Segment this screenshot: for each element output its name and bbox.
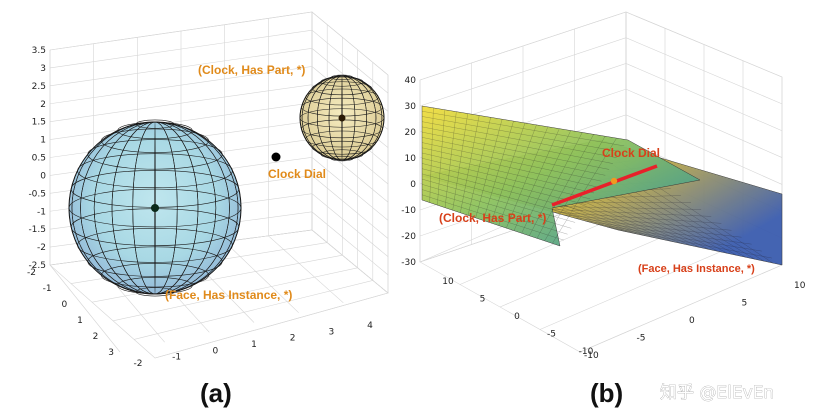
a-z-tick-label: 2.5 [32,82,46,92]
b-z-tick-label: 30 [405,102,417,112]
b-y-tick-label: -10 [584,351,599,361]
a-z-tick-label: 0 [40,171,46,181]
b-z-tick-label: 10 [405,154,417,164]
a-z-tick-label: 1.5 [32,118,46,128]
label-clock-has-part-b: (Clock, Has Part, *) [439,211,546,225]
clock-dial-point [271,152,281,162]
b-y-tick-label: 5 [742,299,748,309]
a-z-tick-label: 3 [40,64,46,74]
a-y-tick-label: -1 [43,284,52,294]
a-x-tick-label: -1 [172,353,181,363]
plane-clock-has-part [421,105,701,247]
b-y-tick-label: -5 [637,334,646,344]
a-z-tick-label: -1.5 [28,225,46,235]
a-x-tick-label: 3 [328,327,334,337]
a-z-tick-label: 1 [40,136,46,146]
b-z-tick-label: -20 [401,232,416,242]
sphere-clock-has-part [299,74,385,162]
b-y-tick-label: 10 [794,281,806,291]
label-clock-has-part-a: (Clock, Has Part, *) [198,63,305,77]
label-face-has-instance-a: (Face, Has Instance, *) [165,288,292,302]
sphere-face-center [151,204,159,212]
b-x-tick-label: 10 [442,277,454,287]
watermark: 知乎 @ElEvEn [660,383,774,403]
a-x-tick-label: 0 [212,346,218,356]
clock-dial-point-b [610,177,618,185]
a-z-tick-label: -2.5 [28,261,46,271]
panel-a: 3.532.521.510.50-0.5-1-1.5-2-2.5-2-10123… [27,11,389,408]
label-clock-dial-a: Clock Dial [268,167,326,181]
b-z-tick-label: 20 [405,128,417,138]
panel-a-ticks: 3.532.521.510.50-0.5-1-1.5-2-2.5-2-10123… [27,46,373,369]
panel-label-b: (b) [590,378,623,408]
a-z-tick-label: 2 [40,100,46,110]
a-y-tick-label: 1 [77,316,83,326]
b-z-tick-label: -30 [401,258,416,268]
b-z-tick-label: 0 [410,180,416,190]
label-face-has-instance-b: (Face, Has Instance, *) [638,263,755,275]
a-x-tick-label: 4 [367,321,373,331]
panel-label-a: (a) [200,378,232,408]
a-z-tick-label: -2 [37,243,46,253]
a-y-tick-label: 3 [108,348,114,358]
sphere-clock-center [338,114,346,122]
a-x-tick-label: 1 [251,340,257,350]
b-x-tick-label: 5 [480,295,486,305]
b-x-tick-label: 0 [514,312,520,322]
a-z-tick-label: -1 [37,207,46,217]
a-z-tick-label: 3.5 [32,46,46,56]
b-z-tick-label: 40 [405,76,417,86]
a-y-tick-label: 0 [61,300,67,310]
sphere-face-has-instance [68,119,242,297]
a-z-tick-label: 0.5 [32,154,46,164]
b-x-tick-label: -10 [579,347,594,357]
b-z-tick-label: -10 [401,206,416,216]
a-x-tick-label: -2 [134,359,143,369]
a-x-tick-label: 2 [290,334,296,344]
a-y-tick-label: -2 [27,268,36,278]
a-y-tick-label: 2 [93,332,99,342]
intersection-line [551,164,658,207]
b-x-tick-label: -5 [547,330,556,340]
b-y-tick-label: 0 [689,316,695,326]
label-clock-dial-b: Clock Dial [602,146,660,160]
a-z-tick-label: -0.5 [28,189,46,199]
